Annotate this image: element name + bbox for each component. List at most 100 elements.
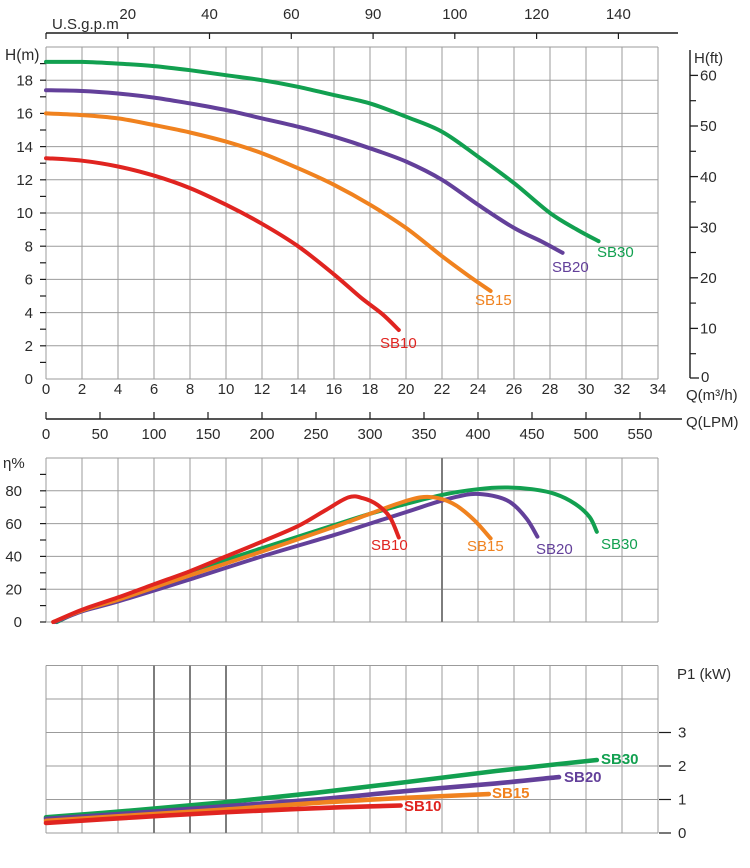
sb15-curve-label: SB15 bbox=[492, 785, 530, 802]
y-axis-label: 20 bbox=[5, 581, 22, 598]
x-axis-label: 2 bbox=[78, 381, 86, 398]
x-axis-label: 20 bbox=[398, 381, 415, 398]
y-axis-label: 60 bbox=[5, 516, 22, 533]
hft-axis-title: H(ft) bbox=[694, 50, 723, 67]
y-axis-label: 80 bbox=[5, 483, 22, 500]
hft-tick-label: 10 bbox=[700, 321, 717, 338]
head-y-ticks bbox=[40, 62, 46, 363]
y-axis-label: 40 bbox=[5, 549, 22, 566]
eta-axis-title: η% bbox=[3, 455, 25, 472]
y-axis-label: 0 bbox=[14, 614, 22, 631]
sb20-curve-label: SB20 bbox=[552, 259, 589, 276]
x-axis-label: 8 bbox=[186, 381, 194, 398]
y-axis-label: 12 bbox=[16, 172, 33, 189]
x-axis-label: 12 bbox=[254, 381, 271, 398]
qlpm-tick-label: 400 bbox=[465, 426, 490, 443]
sb20-curve-label: SB20 bbox=[536, 541, 573, 558]
head-x-labels: 0 2 4 6 8 10 12 14 16 18 20 22 24 26 28 30 32 34 bbox=[42, 381, 667, 398]
x-axis-label: 32 bbox=[614, 381, 631, 398]
efficiency-y-labels: 80 60 40 20 0 bbox=[5, 483, 22, 631]
sb10-curve bbox=[51, 494, 401, 624]
qlpm-tick-label: 500 bbox=[573, 426, 598, 443]
sb10-curve bbox=[43, 803, 403, 826]
sb30-curve-label: SB30 bbox=[597, 244, 634, 261]
p1-axis-title: P1 (kW) bbox=[677, 666, 731, 683]
y-axis-label: 0 bbox=[25, 371, 33, 388]
sb10-curve bbox=[44, 156, 401, 332]
x-axis-label: 10 bbox=[218, 381, 235, 398]
qlpm-tick-label: 550 bbox=[627, 426, 652, 443]
usgpm-tick-label: 20 bbox=[119, 6, 136, 23]
usgpm-tick-label: 90 bbox=[365, 6, 382, 23]
qlpm-tick-label: 150 bbox=[195, 426, 220, 443]
q-m3h-axis-title: Q(m³/h) bbox=[686, 387, 738, 404]
x-axis-label: 26 bbox=[506, 381, 523, 398]
x-axis-label: 16 bbox=[326, 381, 343, 398]
sb30-curve-label: SB30 bbox=[601, 751, 639, 768]
sb30-curve bbox=[43, 757, 600, 820]
x-axis-label: 4 bbox=[114, 381, 122, 398]
usgpm-tick-label: 40 bbox=[201, 6, 218, 23]
x-axis-label: 22 bbox=[434, 381, 451, 398]
head-grid bbox=[45, 46, 659, 380]
hft-axis: 60 50 40 30 20 10 0 H(ft) bbox=[689, 50, 723, 386]
hft-tick-label: 60 bbox=[700, 68, 717, 85]
y-axis-label: 8 bbox=[25, 238, 33, 255]
qlpm-tick-label: 50 bbox=[92, 426, 109, 443]
hft-tick-label: 40 bbox=[700, 169, 717, 186]
x-axis-label: 18 bbox=[362, 381, 379, 398]
sb20-curve-label: SB20 bbox=[564, 769, 602, 786]
y-axis-label: 14 bbox=[16, 139, 33, 156]
qlpm-tick-label: 0 bbox=[42, 426, 50, 443]
sb15-curve bbox=[51, 494, 493, 624]
sb10-curve-label: SB10 bbox=[380, 335, 417, 352]
qlpm-tick-label: 200 bbox=[249, 426, 274, 443]
sb10-curve-label: SB10 bbox=[371, 537, 408, 554]
y-axis-label: 16 bbox=[16, 106, 33, 123]
head-y-labels: 18 16 14 12 10 8 6 4 2 0 bbox=[16, 72, 33, 388]
x-axis-label: 24 bbox=[470, 381, 487, 398]
usgpm-tick-label: 140 bbox=[606, 6, 631, 23]
hft-zero-label: 0 bbox=[701, 369, 709, 386]
sb20-curve bbox=[44, 88, 565, 255]
y-axis-label: 4 bbox=[25, 305, 33, 322]
y-axis-label: 3 bbox=[678, 725, 686, 742]
hft-tick-label: 50 bbox=[700, 118, 717, 135]
sb10-curve-label: SB10 bbox=[404, 798, 442, 815]
qlpm-tick-label: 450 bbox=[519, 426, 544, 443]
x-axis-label: 6 bbox=[150, 381, 158, 398]
usgpm-axis-title: U.S.g.p.m bbox=[52, 16, 119, 33]
sb15-curve-label: SB15 bbox=[467, 538, 504, 555]
y-axis-label: 0 bbox=[678, 825, 686, 842]
y-axis-label: 2 bbox=[25, 338, 33, 355]
x-axis-label: 30 bbox=[578, 381, 595, 398]
qlpm-tick-label: 250 bbox=[303, 426, 328, 443]
usgpm-tick-label: 100 bbox=[442, 6, 467, 23]
q-lpm-axis-title: Q(LPM) bbox=[686, 414, 739, 431]
head-curves bbox=[44, 59, 601, 332]
usgpm-tick-label: 120 bbox=[524, 6, 549, 23]
y-axis-label: 10 bbox=[16, 205, 33, 222]
sb15-curve bbox=[44, 111, 493, 293]
y-axis-label: 6 bbox=[25, 272, 33, 289]
x-axis-label: 0 bbox=[42, 381, 50, 398]
x-axis-label: 28 bbox=[542, 381, 559, 398]
efficiency-curves bbox=[51, 485, 599, 624]
efficiency-chart: 80 60 40 20 0 SB30 SB20 SB15 SB10 bbox=[5, 457, 659, 631]
y-axis-label: 18 bbox=[16, 72, 33, 89]
qlpm-tick-label: 100 bbox=[141, 426, 166, 443]
qlpm-tick-label: 350 bbox=[411, 426, 436, 443]
power-curves bbox=[43, 757, 600, 826]
sb30-curve bbox=[44, 59, 601, 244]
qlpm-tick-label: 300 bbox=[357, 426, 382, 443]
y-axis-label: 1 bbox=[678, 792, 686, 809]
usgpm-tick-label: 60 bbox=[283, 6, 300, 23]
sb20-curve bbox=[43, 774, 562, 822]
power-y-labels-right: 3 2 1 0 bbox=[678, 725, 686, 843]
sb15-curve-label: SB15 bbox=[475, 292, 512, 309]
x-axis-label: 34 bbox=[650, 381, 667, 398]
hft-tick-label: 30 bbox=[700, 219, 717, 236]
